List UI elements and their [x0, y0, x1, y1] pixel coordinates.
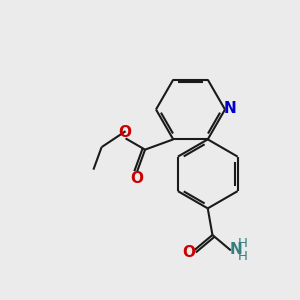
Text: H: H: [237, 250, 247, 263]
Text: O: O: [118, 125, 131, 140]
Text: N: N: [229, 242, 242, 257]
Text: O: O: [130, 171, 143, 186]
Text: N: N: [224, 101, 237, 116]
Text: H: H: [237, 237, 247, 250]
Text: O: O: [182, 245, 195, 260]
